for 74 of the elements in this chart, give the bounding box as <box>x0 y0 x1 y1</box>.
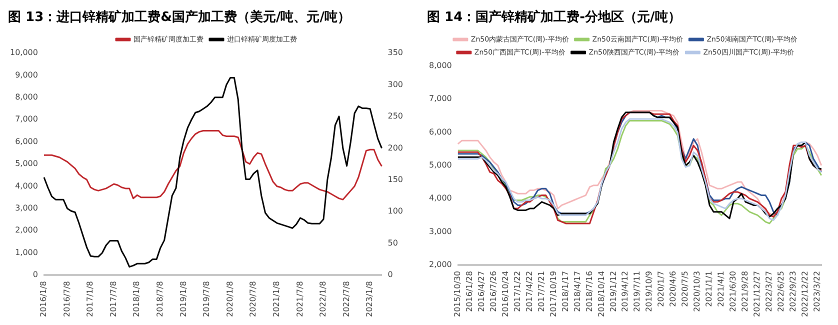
chart-title: 图 14：国产锌精矿加工费-分地区（元/吨） <box>426 8 682 27</box>
y-tick-label: 0 <box>32 270 38 280</box>
x-tick-label: 2020/10/3 <box>692 270 702 312</box>
x-tick-label: 2020/7/5 <box>680 270 690 307</box>
x-tick-label: 2018/7/8 <box>156 281 165 318</box>
x-tick-label: 2019/7/11 <box>632 270 642 312</box>
y-tick-label: 3,000 <box>428 226 452 236</box>
y-tick-label: 5,000 <box>428 160 452 170</box>
y-tick-label: 1,000 <box>15 248 38 257</box>
y-tick-label: 9,000 <box>15 70 38 80</box>
x-tick-label: 2020/4/6 <box>668 270 678 307</box>
y-tick-label: 10,000 <box>10 48 38 58</box>
x-tick-label: 2016/7/8 <box>62 281 72 318</box>
x-tick-label: 2021/9/28 <box>740 270 750 312</box>
y2-tick-label: 350 <box>388 48 404 58</box>
y2-tick-label: 300 <box>388 80 404 89</box>
x-tick-label: 2018/1/8 <box>132 281 142 318</box>
x-tick-label: 2016/7/26 <box>488 270 498 312</box>
y-tick-label: 4,000 <box>15 181 38 190</box>
x-tick-label: 2021/7/8 <box>295 281 304 318</box>
x-tick-label: 2022/1/8 <box>318 281 328 318</box>
y-tick-label: 7,000 <box>15 114 38 124</box>
x-tick-label: 2017/7/8 <box>108 281 118 318</box>
y2-tick-label: 200 <box>388 143 404 152</box>
x-tick-label: 2019/7/8 <box>202 281 212 318</box>
x-tick-label: 2016/4/27 <box>476 270 486 312</box>
x-tick-label: 2022/3/27 <box>764 270 774 312</box>
chart-title: 图 13：进口锌精矿加工费&国产加工费（美元/吨、元/吨） <box>7 8 352 27</box>
x-tick-label: 2017/4/22 <box>524 270 534 312</box>
x-tick-label: 2017/7/21 <box>536 270 546 312</box>
x-tick-label: 2017/10/19 <box>548 270 558 317</box>
x-tick-label: 2020/1/7 <box>656 270 666 307</box>
x-tick-label: 2018/10/14 <box>596 270 606 317</box>
y2-tick-label: 250 <box>388 112 404 121</box>
x-tick-label: 2019/10/9 <box>644 270 654 312</box>
x-tick-label: 2020/7/8 <box>248 281 258 318</box>
x-tick-label: 2021/1/8 <box>272 281 281 318</box>
y-tick-label: 2,000 <box>428 260 452 269</box>
y-tick-label: 3,000 <box>15 204 38 213</box>
y2-tick-label: 100 <box>388 206 404 216</box>
x-tick-label: 2021/4/1 <box>716 270 726 307</box>
y-tick-label: 6,000 <box>15 136 38 146</box>
y2-tick-label: 150 <box>388 174 404 184</box>
x-tick-label: 2018/4/17 <box>572 270 582 312</box>
x-tick-label: 2018/1/17 <box>560 270 570 312</box>
y-tick-label: 2,000 <box>15 226 38 235</box>
x-tick-label: 2022/6/25 <box>776 270 786 312</box>
x-tick-label: 2017/1/8 <box>86 281 95 318</box>
x-tick-label: 2017/1/22 <box>512 270 522 312</box>
x-tick-label: 2021/12/27 <box>752 270 762 317</box>
x-tick-label: 2021/1/1 <box>704 270 714 307</box>
x-tick-label: 2016/1/28 <box>464 270 474 312</box>
x-tick-label: 2019/4/12 <box>620 270 630 312</box>
y-tick-label: 5,000 <box>15 159 38 168</box>
x-tick-label: 2018/7/16 <box>584 270 594 312</box>
y2-tick-label: 0 <box>388 270 393 280</box>
y-tick-label: 8,000 <box>15 92 38 102</box>
x-tick-label: 2022/12/22 <box>800 270 810 317</box>
x-tick-label: 2022/9/23 <box>788 270 798 312</box>
x-tick-label: 2021/6/30 <box>728 270 738 312</box>
x-tick-label: 2023/3/22 <box>812 270 822 312</box>
y-tick-label: 4,000 <box>428 194 452 203</box>
x-tick-label: 2015/10/30 <box>452 270 462 317</box>
x-tick-label: 2019/1/8 <box>178 281 188 318</box>
y2-tick-label: 50 <box>388 238 398 248</box>
x-tick-label: 2023/1/8 <box>365 281 374 318</box>
y-tick-label: 6,000 <box>428 127 452 136</box>
x-tick-label: 2022/7/8 <box>342 281 351 318</box>
x-tick-label: 2016/1/8 <box>39 281 48 318</box>
x-tick-label: 2020/1/8 <box>225 281 234 318</box>
x-tick-label: 2016/10/24 <box>500 270 510 317</box>
y-tick-label: 8,000 <box>428 61 452 70</box>
x-tick-label: 2019/1/12 <box>608 270 618 312</box>
y-tick-label: 7,000 <box>428 94 452 104</box>
